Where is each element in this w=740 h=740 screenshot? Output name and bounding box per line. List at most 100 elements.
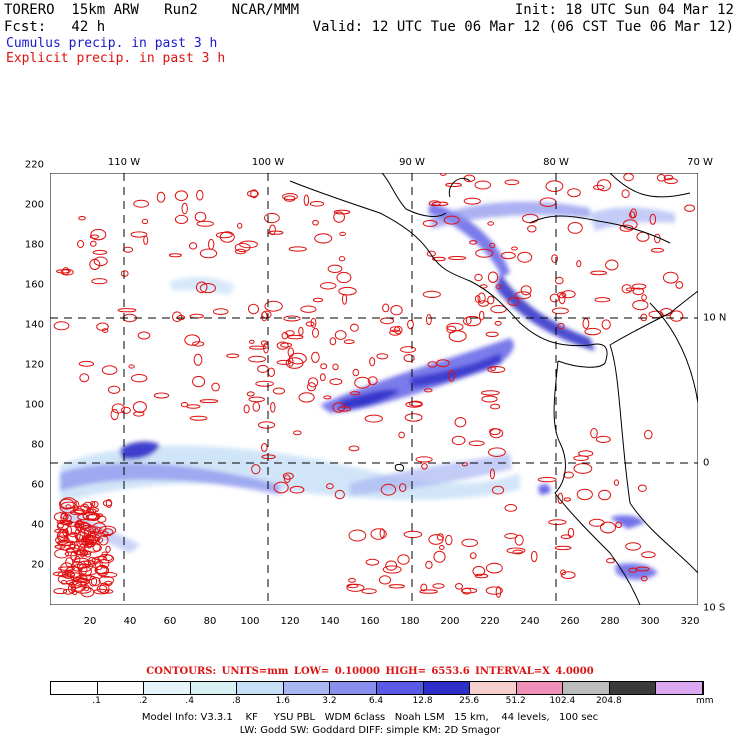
contour-ring	[348, 529, 367, 542]
contour-ring	[439, 173, 447, 176]
x-tick-label: 220	[480, 616, 500, 627]
contour-ring	[78, 360, 95, 367]
lon-label: 80 W	[543, 157, 569, 168]
contour-ring	[551, 254, 559, 263]
contour-ring	[400, 346, 417, 353]
contour-ring	[199, 248, 218, 259]
contour-ring	[474, 295, 481, 303]
contour-ring	[104, 580, 113, 587]
contour-ring	[73, 544, 80, 554]
contour-ring	[261, 454, 276, 460]
contour-ring	[598, 489, 612, 501]
contour-ring	[71, 580, 87, 592]
color-bar-tick: 102.4	[549, 696, 576, 706]
contour-ring	[196, 189, 204, 201]
contour-ring	[349, 391, 361, 396]
contour-ring	[99, 558, 110, 569]
contour-ring	[490, 366, 496, 371]
contour-ring	[474, 573, 489, 579]
contour-ring	[399, 483, 407, 493]
contour-ring	[101, 365, 118, 375]
color-bar-cell	[423, 682, 471, 694]
color-bar-tick: 3.2	[322, 696, 337, 706]
contour-ring	[557, 322, 565, 330]
contour-ring	[561, 290, 576, 299]
contour-ring	[663, 174, 674, 181]
contour-ring	[287, 347, 295, 358]
contour-ring	[514, 534, 524, 546]
contour-ring	[560, 571, 576, 580]
contour-ring	[212, 308, 229, 316]
contour-ring	[270, 402, 276, 413]
contour-ring	[110, 409, 119, 421]
contour-ring	[622, 219, 638, 230]
contour-ring	[104, 589, 114, 594]
y-tick-label: 40	[31, 519, 44, 531]
contour-ring	[332, 402, 346, 413]
contour-ring	[257, 364, 269, 373]
contour-ring	[105, 499, 113, 508]
contour-ring	[319, 282, 337, 290]
contour-ring	[348, 445, 360, 452]
contour-ring	[98, 553, 114, 564]
lat-lon-gridlines	[50, 173, 698, 605]
contour-ring	[57, 573, 75, 585]
contour-ring	[300, 305, 317, 313]
contour-ring	[669, 310, 684, 322]
contour-ring	[94, 565, 110, 575]
contour-ring	[361, 588, 377, 595]
contour-ring	[563, 497, 572, 502]
contour-ring	[424, 388, 433, 393]
contour-ring	[89, 234, 100, 239]
contour-ring	[83, 584, 90, 592]
contour-ring	[305, 321, 315, 327]
contour-ring	[495, 586, 502, 598]
contour-ring	[98, 575, 114, 585]
contour-ring	[560, 569, 566, 576]
lat-label: 10 S	[703, 602, 726, 614]
physics-info: LW: Godd SW: Goddard DIFF: simple KM: 2D…	[239, 725, 501, 736]
contour-ring	[62, 528, 69, 537]
contour-ring	[77, 524, 83, 533]
contour-ring	[65, 504, 72, 509]
contour-ring	[333, 211, 346, 223]
contour-ring	[55, 535, 70, 545]
contour-ring	[595, 435, 611, 443]
contour-ring	[283, 315, 301, 322]
contour-ring	[84, 550, 92, 558]
color-bar-cell	[144, 682, 191, 694]
y-tick-label: 80	[31, 439, 44, 451]
contour-ring	[512, 549, 524, 555]
contour-ring	[273, 481, 289, 494]
contour-ring	[567, 222, 583, 234]
contour-ring	[474, 273, 483, 282]
color-bar-cell	[563, 682, 610, 694]
contour-ring	[454, 417, 467, 428]
contour-ring	[153, 392, 170, 399]
contour-ring	[472, 565, 486, 577]
contour-ring	[463, 315, 482, 327]
contour-ring	[432, 583, 445, 589]
contour-ring	[195, 281, 208, 294]
contour-ring	[334, 489, 345, 500]
contour-ring	[520, 285, 532, 296]
contour-ring	[397, 554, 410, 565]
cumulus-precip-label: Cumulus precip. in past 3 h	[6, 36, 218, 51]
model-info: Model Info: V3.3.1 KF YSU PBL WDM 6class…	[141, 712, 599, 723]
contour-ring	[460, 587, 478, 594]
contour-ring	[664, 177, 678, 185]
contour-ring	[590, 428, 598, 439]
contour-ring	[594, 297, 611, 303]
contour-ring	[479, 310, 485, 321]
contour-ring	[504, 504, 518, 512]
contour-ring	[99, 572, 118, 578]
x-tick-label: 260	[560, 616, 580, 627]
contour-ring	[439, 545, 445, 550]
contour-ring	[537, 477, 557, 483]
valid-time: Valid: 12 UTC Tue 06 Mar 12 (06 CST Tue …	[312, 19, 734, 35]
contour-ring	[500, 251, 516, 260]
y-tick-label: 160	[24, 279, 44, 291]
contour-ring	[92, 522, 107, 534]
x-tick-label: 40	[123, 616, 137, 627]
contour-ring	[67, 583, 77, 594]
